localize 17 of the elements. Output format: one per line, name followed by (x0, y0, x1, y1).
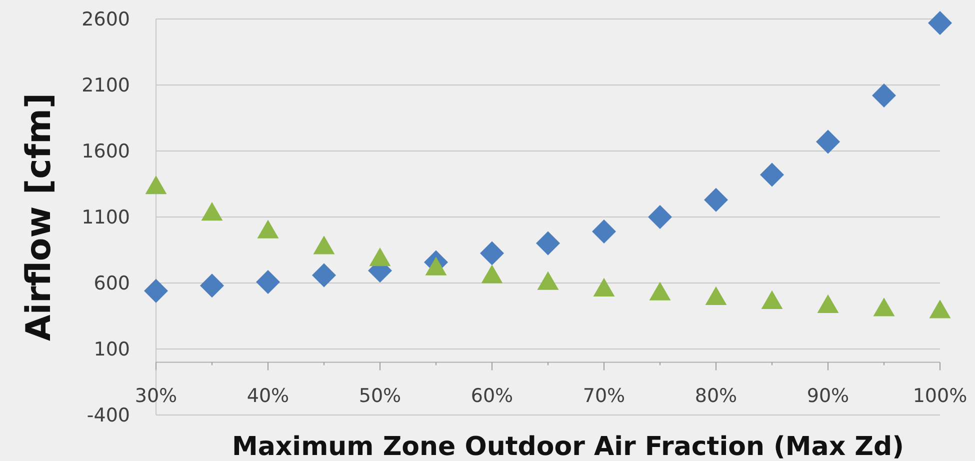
x-tick-label: 80% (694, 385, 738, 408)
y-tick-label: 1600 (82, 140, 130, 163)
y-axis-title: Airflow [cfm] (19, 93, 59, 341)
x-tick-label: 100% (912, 385, 968, 408)
y-tick-label: 100 (94, 338, 130, 361)
x-tick-label: 50% (358, 385, 402, 408)
y-tick-label: 1100 (82, 206, 130, 229)
y-tick-label: -400 (86, 404, 130, 427)
x-axis-title: Maximum Zone Outdoor Air Fraction (Max Zd) (232, 432, 904, 461)
x-tick-label: 40% (246, 385, 290, 408)
y-tick-label: 600 (94, 272, 130, 295)
y-tick-label: 2100 (82, 74, 130, 97)
x-tick-label: 70% (582, 385, 626, 408)
x-tick-label: 60% (470, 385, 514, 408)
y-tick-label: 2600 (82, 8, 130, 31)
x-tick-label: 30% (134, 385, 178, 408)
x-tick-label: 90% (806, 385, 850, 408)
